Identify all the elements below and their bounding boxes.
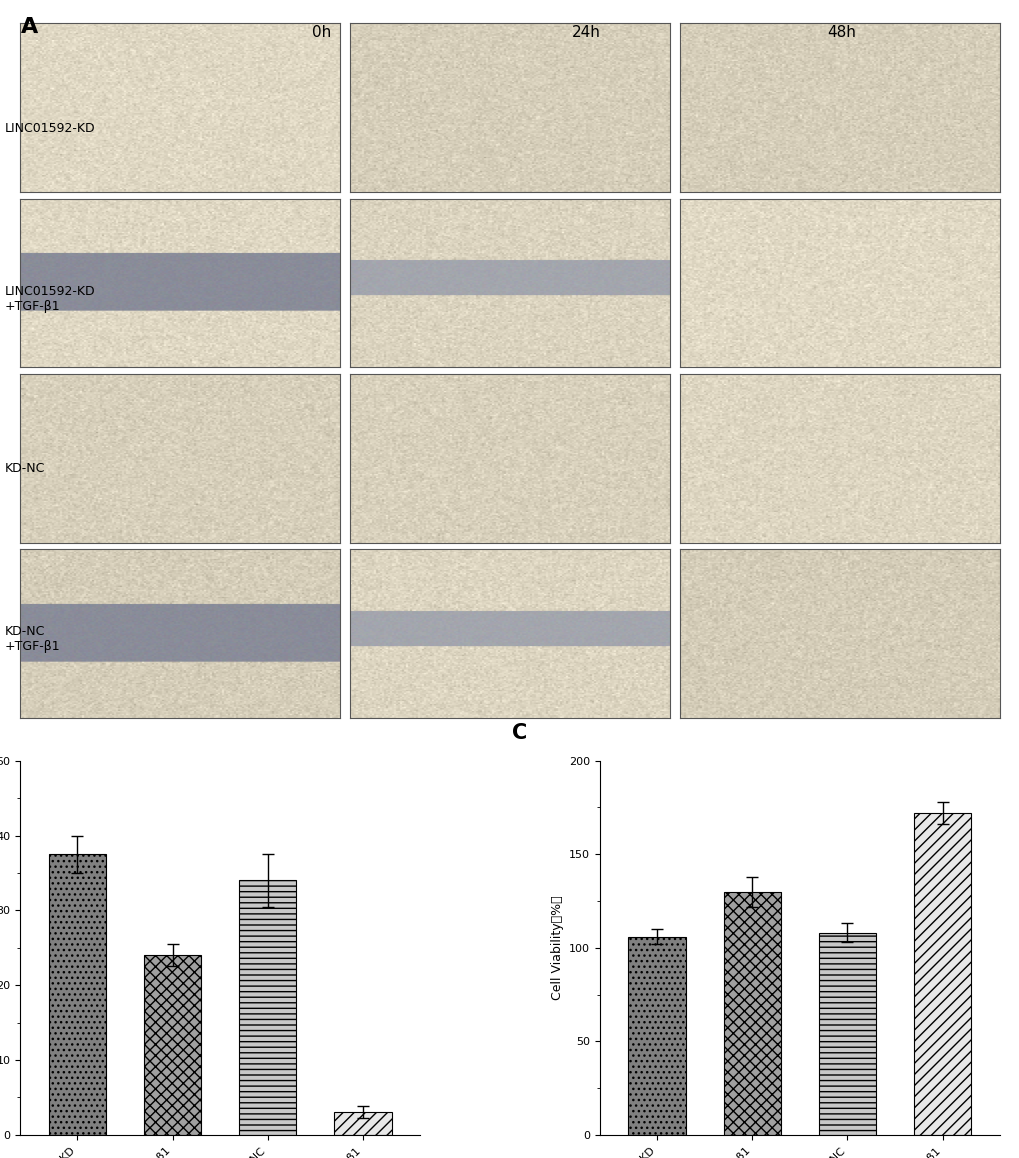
Text: A: A xyxy=(20,17,38,37)
Bar xyxy=(334,1113,391,1135)
Text: 24h: 24h xyxy=(572,25,600,41)
Text: KD-NC
+TGF-β1: KD-NC +TGF-β1 xyxy=(5,625,61,653)
Y-axis label: Cell Viability（%）: Cell Viability（%） xyxy=(550,895,562,1001)
Bar xyxy=(913,813,970,1135)
Text: LINC01592-KD: LINC01592-KD xyxy=(5,123,96,135)
Text: LINC01592-KD
+TGF-β1: LINC01592-KD +TGF-β1 xyxy=(5,285,96,313)
Bar xyxy=(722,892,780,1135)
Text: C: C xyxy=(512,724,527,743)
Bar xyxy=(144,955,201,1135)
Text: 0h: 0h xyxy=(312,25,330,41)
Bar xyxy=(49,855,106,1135)
Bar xyxy=(239,880,297,1135)
Text: 48h: 48h xyxy=(826,25,855,41)
Bar xyxy=(628,937,685,1135)
Bar xyxy=(818,933,875,1135)
Text: KD-NC: KD-NC xyxy=(5,462,46,475)
